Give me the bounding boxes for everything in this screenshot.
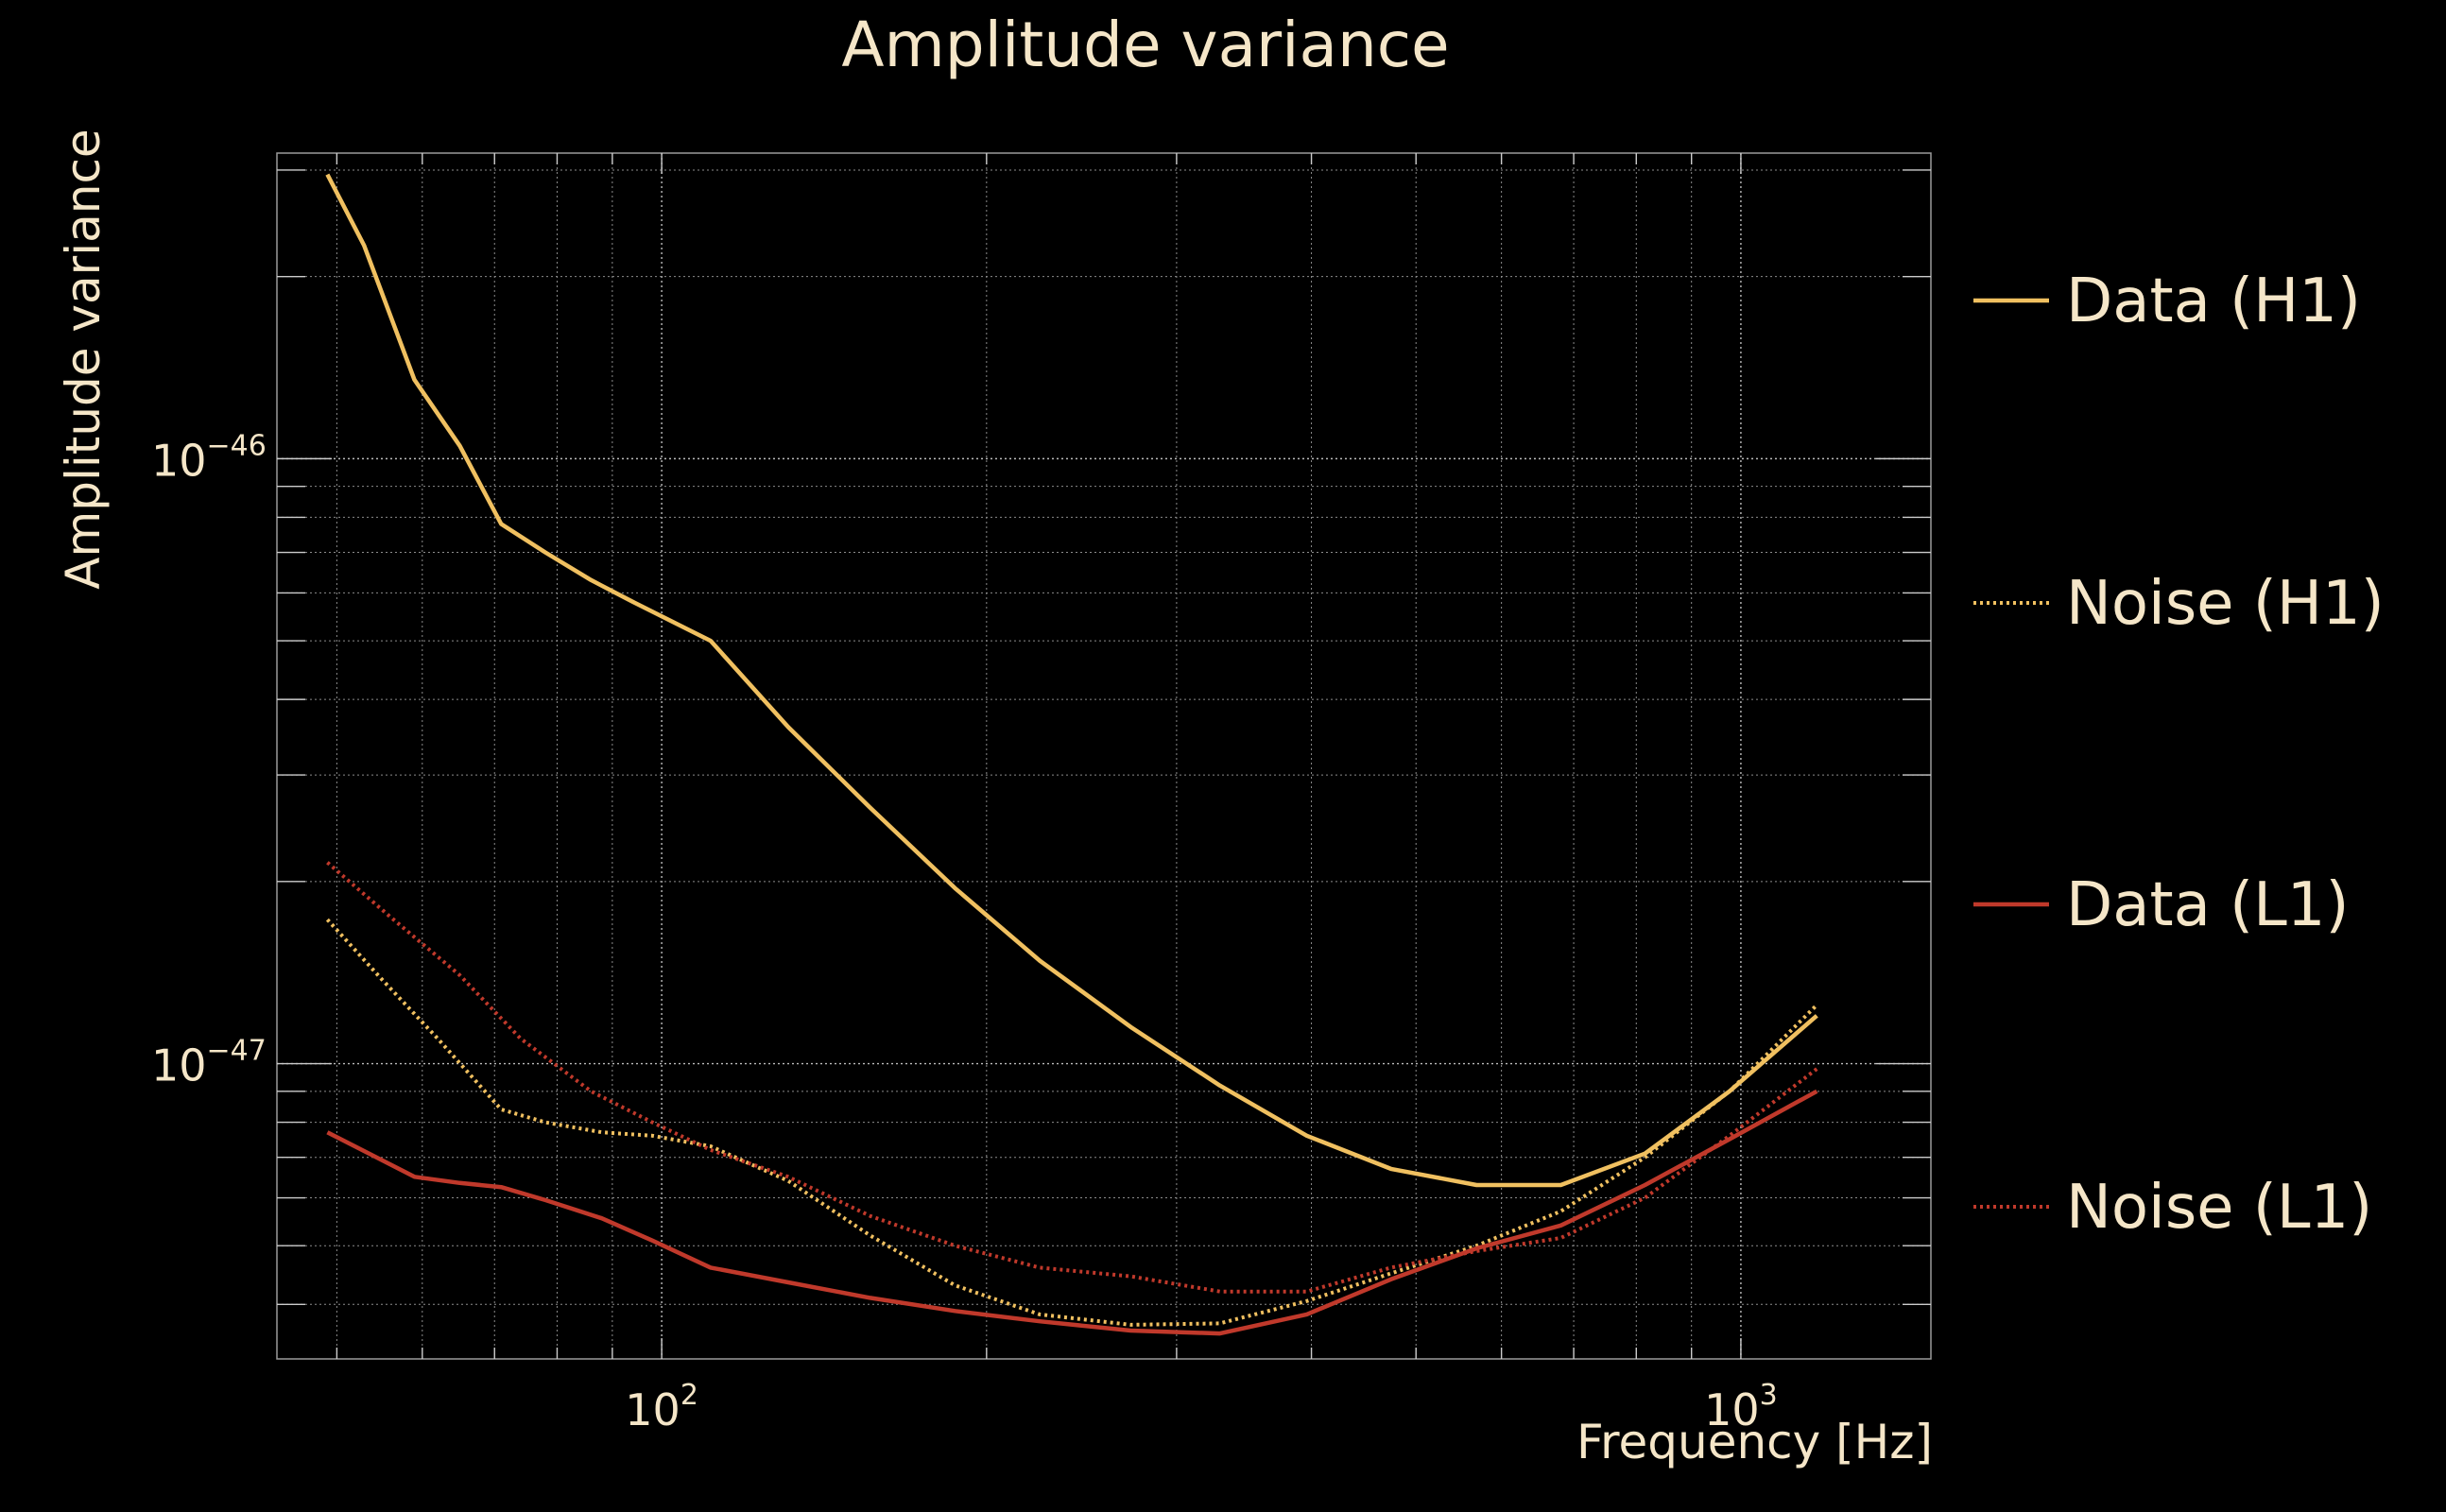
legend: Data (H1) Noise (H1) Data (L1) Noise (L1)	[1973, 266, 2385, 1243]
y-axis-label: Amplitude variance	[56, 129, 111, 589]
axis-ticks: 102 103 10−47 10−46	[151, 153, 1931, 1435]
legend-label-3: Data (L1)	[2066, 870, 2349, 940]
legend-label-1: Data (H1)	[2066, 266, 2361, 336]
legend-label-2: Noise (H1)	[2066, 569, 2385, 639]
legend-label-4: Noise (L1)	[2066, 1173, 2372, 1243]
series-line-1	[325, 173, 1818, 1188]
grid-layer	[276, 152, 1932, 1360]
y-tick-label: 10−46	[151, 429, 267, 486]
y-tick-label: 10−47	[151, 1035, 267, 1091]
series-line-3	[326, 1089, 1818, 1336]
series-layer	[325, 173, 1818, 1336]
chart-title: Amplitude variance	[841, 9, 1449, 81]
x-tick-label: 103	[1704, 1379, 1778, 1435]
x-tick-label: 102	[625, 1379, 698, 1435]
series-line-2	[325, 918, 1818, 1327]
series-line-4	[326, 861, 1818, 1294]
x-axis-label: Frequency [Hz]	[1576, 1415, 1933, 1469]
plot-frame	[276, 152, 1932, 1360]
